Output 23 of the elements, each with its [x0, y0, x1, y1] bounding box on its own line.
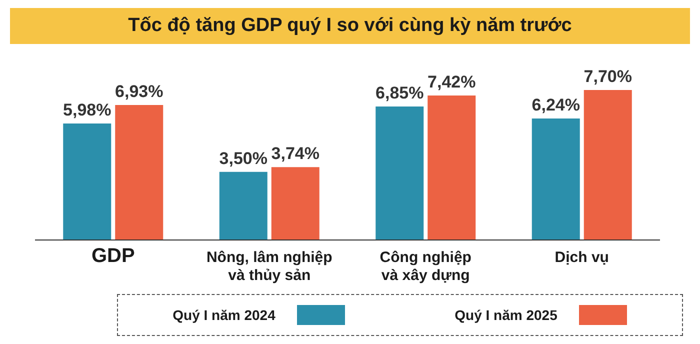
chart-title: Tốc độ tăng GDP quý I so với cùng kỳ năm trước	[128, 15, 572, 37]
bar	[376, 106, 424, 240]
bar	[63, 124, 112, 240]
legend-label: Quý I năm 2025	[454, 307, 558, 323]
bar	[219, 172, 268, 240]
data-label: 7,42%	[428, 72, 476, 92]
data-label: 3,50%	[219, 148, 268, 168]
x-tick-label: Công nghiệp và xây dựng	[380, 249, 472, 284]
data-label: 6,93%	[115, 82, 164, 101]
bar	[584, 90, 632, 240]
bar	[532, 118, 580, 240]
bar	[271, 167, 320, 240]
data-label: 6,85%	[376, 84, 424, 103]
bar	[428, 95, 476, 240]
data-label: 5,98%	[63, 100, 112, 120]
x-tick-label: Nông, lâm nghiệp và thủy sản	[206, 249, 332, 284]
data-label: 3,74%	[271, 144, 320, 164]
data-label: 6,24%	[532, 95, 580, 114]
x-tick-label: GDP	[91, 245, 135, 267]
data-label: 7,70%	[584, 67, 632, 86]
bar	[115, 105, 164, 240]
legend-label: Quý I năm 2024	[172, 307, 276, 323]
x-tick-label: Dịch vụ	[554, 249, 609, 266]
